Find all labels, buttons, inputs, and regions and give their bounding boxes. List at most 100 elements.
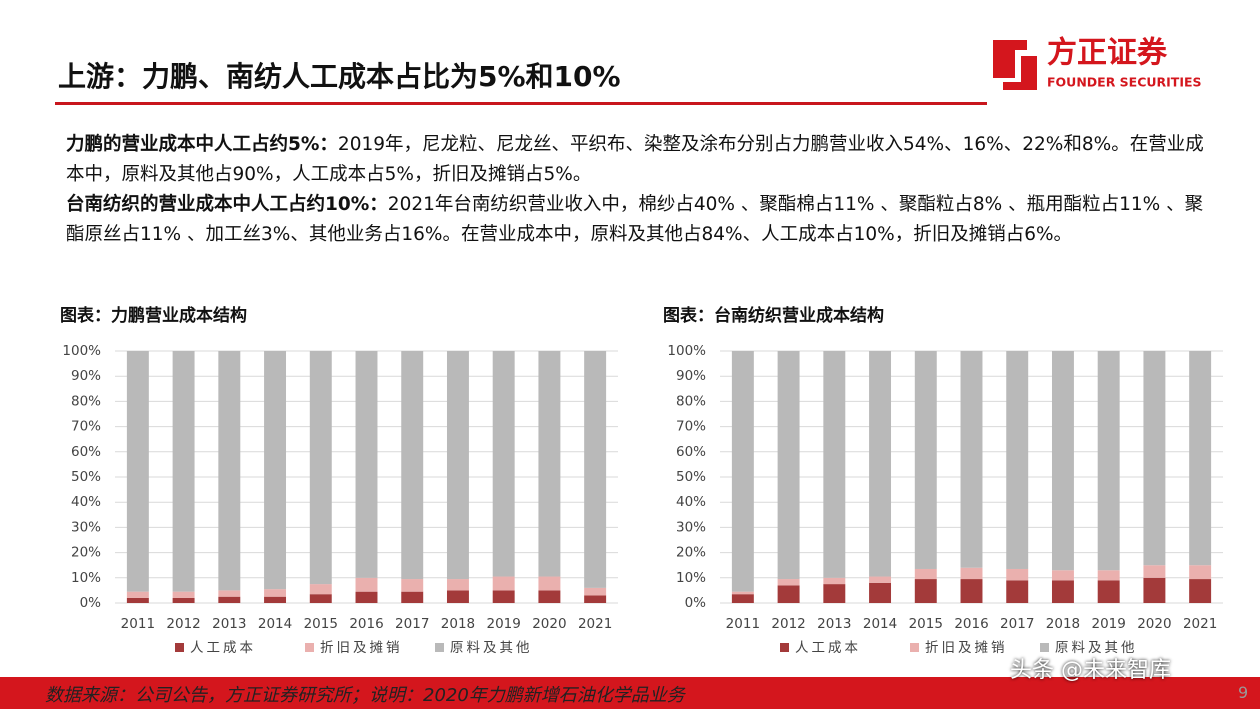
bar-segment	[823, 351, 846, 578]
x-tick-label: 2020	[532, 616, 566, 632]
bar-segment	[446, 590, 469, 603]
x-tick-label: 2021	[1183, 616, 1217, 632]
bar-segment	[492, 590, 515, 603]
legend-label: 人工成本	[190, 640, 256, 656]
x-tick-label: 2014	[863, 616, 897, 632]
bar-segment	[309, 351, 332, 585]
x-tick-label: 2012	[771, 616, 805, 632]
bar-segment	[777, 579, 800, 586]
legend-swatch	[910, 643, 919, 652]
x-tick-label: 2015	[304, 616, 338, 632]
bar-segment	[960, 579, 983, 603]
bar-segment	[1097, 580, 1120, 603]
y-tick-label: 20%	[676, 545, 706, 561]
bar-segment	[355, 591, 378, 603]
paragraph-lead: 力鹏的营业成本中人工占约5%：	[66, 134, 338, 155]
bar-segment	[1006, 351, 1029, 569]
page-number: 9	[1238, 683, 1249, 702]
bar-segment	[1051, 351, 1074, 571]
bar-segment	[960, 567, 983, 580]
title-rule	[55, 102, 987, 105]
bar-segment	[126, 351, 149, 592]
y-tick-label: 10%	[676, 570, 706, 586]
bar-segment	[1097, 570, 1120, 581]
legend-label: 折旧及摊销	[925, 640, 1008, 656]
body-text: 力鹏的营业成本中人工占约5%：2019年，尼龙粒、尼龙丝、平织布、染整及涂布分别…	[66, 130, 1216, 250]
paragraph-lead: 台南纺织的营业成本中人工占约10%：	[66, 194, 388, 215]
legend-swatch	[175, 643, 184, 652]
x-tick-label: 2019	[487, 616, 521, 632]
x-tick-label: 2013	[212, 616, 246, 632]
bar-segment	[126, 591, 149, 598]
y-tick-label: 50%	[676, 469, 706, 485]
bar-segment	[492, 351, 515, 577]
bar-segment	[309, 594, 332, 603]
bar-segment	[584, 351, 607, 588]
legend-label: 原料及其他	[1055, 640, 1138, 656]
bar-segment	[777, 585, 800, 603]
x-tick-label: 2021	[578, 616, 612, 632]
logo-cn: 方正证券	[1047, 36, 1168, 71]
y-tick-label: 40%	[676, 494, 706, 510]
y-tick-label: 90%	[71, 368, 101, 384]
y-tick-label: 70%	[676, 419, 706, 435]
bar-segment	[309, 584, 332, 595]
legend-swatch	[1040, 643, 1049, 652]
y-tick-label: 80%	[676, 393, 706, 409]
legend-label: 原料及其他	[450, 640, 533, 656]
y-tick-label: 80%	[71, 393, 101, 409]
y-tick-label: 10%	[71, 570, 101, 586]
legend-label: 人工成本	[795, 640, 861, 656]
y-tick-label: 50%	[71, 469, 101, 485]
bar-segment	[584, 587, 607, 596]
paragraph: 台南纺织的营业成本中人工占约10%：2021年台南纺织营业收入中，棉纱占40% …	[66, 190, 1216, 250]
x-tick-label: 2018	[1046, 616, 1080, 632]
bar-segment	[1143, 351, 1166, 566]
y-tick-label: 60%	[71, 444, 101, 460]
bar-segment	[172, 597, 195, 603]
x-tick-label: 2016	[954, 616, 988, 632]
y-tick-label: 60%	[676, 444, 706, 460]
bar-segment	[869, 351, 892, 577]
bar-segment	[1189, 351, 1212, 566]
bar-segment	[264, 351, 287, 590]
paragraph: 力鹏的营业成本中人工占约5%：2019年，尼龙粒、尼龙丝、平织布、染整及涂布分别…	[66, 130, 1216, 190]
x-tick-label: 2011	[121, 616, 155, 632]
charts: 图表：力鹏营业成本结构 0% 10% 20% 30% 40% 50% 60% 70% 80% 90%…	[60, 305, 1223, 656]
x-tick-label: 2015	[909, 616, 943, 632]
bar-segment	[1189, 565, 1212, 580]
bar-segment	[914, 351, 937, 569]
y-tick-label: 100%	[62, 343, 101, 359]
legend-label: 折旧及摊销	[320, 640, 403, 656]
bar-segment	[1006, 580, 1029, 603]
bar-segment	[869, 576, 892, 583]
bar-segment	[264, 589, 287, 597]
x-tick-label: 2011	[726, 616, 760, 632]
x-tick-label: 2016	[349, 616, 383, 632]
bar-segment	[446, 351, 469, 580]
logo: 方正证券 FOUNDER SECURITIES	[993, 36, 1202, 90]
bar-segment	[823, 584, 846, 603]
y-tick-label: 90%	[676, 368, 706, 384]
paragraph-text: 2021年台南纺织营业收入中，棉纱占40% 、聚酯棉占11% 、聚酯粒占8% 、…	[66, 194, 1204, 245]
x-tick-label: 2017	[1000, 616, 1034, 632]
bar-segment	[1097, 351, 1120, 571]
y-tick-label: 0%	[685, 595, 707, 611]
y-tick-label: 70%	[71, 419, 101, 435]
bar-segment	[1143, 577, 1166, 603]
bar-segment	[355, 351, 378, 578]
x-tick-label: 2013	[817, 616, 851, 632]
source-note: 数据来源：公司公告，方正证券研究所；说明：2020年力鹏新增石油化学品业务	[45, 685, 685, 706]
paragraph-text: 2019年，尼龙粒、尼龙丝、平织布、染整及涂布分别占力鹏营业收入54%、16%、…	[66, 134, 1204, 185]
bar-segment	[264, 596, 287, 603]
x-tick-label: 2014	[258, 616, 292, 632]
x-tick-label: 2020	[1137, 616, 1171, 632]
bar-segment	[538, 576, 561, 591]
bar-segment	[401, 591, 424, 603]
bar-segment	[218, 590, 241, 597]
bar-segment	[731, 591, 754, 595]
bar-segment	[823, 577, 846, 585]
bar-segment	[1051, 570, 1074, 581]
y-tick-label: 40%	[71, 494, 101, 510]
